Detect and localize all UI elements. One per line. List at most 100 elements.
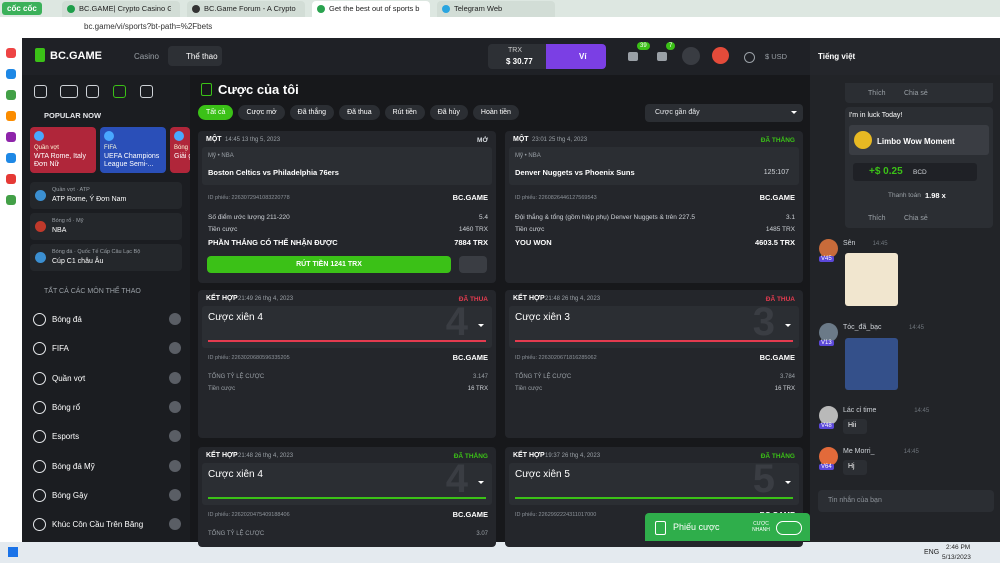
browser-tab[interactable]: BC.Game Forum - A Cryptoc <box>187 1 305 17</box>
user-avatar <box>819 406 838 425</box>
sport-name[interactable]: Bóng đá Mỹ <box>52 461 95 471</box>
nav-bg <box>168 46 222 66</box>
nav-icon[interactable] <box>113 85 126 98</box>
user-avatar <box>819 239 838 258</box>
url[interactable]: bc.game/vi/sports?bt-path=%2Fbets <box>84 22 213 31</box>
share-button[interactable] <box>459 256 487 273</box>
league-item[interactable]: Bóng đá · Quốc Tế Cấp Câu Lạc Bộ Cúp C1 c… <box>30 244 182 271</box>
sport-name[interactable]: Khúc Côn Cầu Trên Băng <box>52 520 144 530</box>
browser-app-icon[interactable] <box>6 153 16 163</box>
odds: 3.1 <box>785 214 795 221</box>
expand[interactable] <box>169 313 181 325</box>
popular-card[interactable]: Bóng Giải gia <box>170 127 190 173</box>
fiat[interactable]: $ USD <box>765 52 788 61</box>
sport-name[interactable]: Bóng Gậy <box>52 490 88 500</box>
expand[interactable] <box>169 430 181 443</box>
total-label: TỔNG TỶ LỆ CƯỢC <box>208 531 265 537</box>
filter-tab[interactable]: Đã thắng <box>289 105 335 120</box>
browser-app-icon[interactable] <box>6 132 16 142</box>
bet-time: 21:48 26 thg 4, 2023 <box>545 296 601 302</box>
user-name[interactable]: Lác cỉ time <box>843 407 877 414</box>
sport-icon <box>33 313 46 326</box>
wallet-button[interactable]: Ví <box>546 44 606 69</box>
expand[interactable] <box>169 518 181 531</box>
sort-dropdown[interactable]: Cược gần đây <box>645 104 803 122</box>
combo-bar <box>208 340 486 342</box>
filter-tab[interactable]: Hoàn tiền <box>472 105 519 120</box>
browser-app-icon[interactable] <box>6 111 16 121</box>
sport-name[interactable]: FIFA <box>52 344 69 354</box>
cashout-button[interactable]: RÚT TIỀN 1241 TRX <box>207 256 451 273</box>
user-name[interactable]: Tóc_đã_bạc <box>843 324 882 331</box>
browser-app-icon[interactable] <box>6 90 16 100</box>
filter-tab[interactable]: Cược mở <box>238 105 285 120</box>
sport-name[interactable]: Esports <box>52 432 80 442</box>
nav-icon[interactable] <box>60 85 78 98</box>
share[interactable]: Chia sẻ <box>904 215 928 222</box>
tab-icon <box>317 5 325 13</box>
nav-link[interactable]: Thể thao <box>186 52 218 61</box>
expand[interactable] <box>169 459 181 472</box>
browser-app-icon[interactable] <box>6 195 16 205</box>
browser-app-icon[interactable] <box>6 174 16 184</box>
tab-title: BC.GAME| Crypto Casino Ga <box>79 4 171 13</box>
expand[interactable] <box>169 488 181 501</box>
like[interactable]: Thích <box>868 90 886 97</box>
expand[interactable] <box>169 400 181 413</box>
filter-tab[interactable]: Đã thua <box>339 105 380 120</box>
avatar <box>712 47 729 64</box>
header-icon[interactable] <box>657 52 667 61</box>
bet-time: 14:45 13 thg 5, 2023 <box>225 137 281 143</box>
sport-name[interactable]: Bóng rổ <box>52 402 81 412</box>
nav-link[interactable]: Casino <box>134 52 159 61</box>
match-panel <box>509 147 799 185</box>
balance-bg <box>488 44 546 69</box>
user-name[interactable]: Sên <box>843 240 856 247</box>
share[interactable]: Chia sẻ <box>904 90 928 97</box>
quick-toggle[interactable] <box>776 521 802 535</box>
filter-tab[interactable]: Tất cả <box>198 105 234 120</box>
browser-app-icon[interactable] <box>6 69 16 79</box>
nav-icon[interactable] <box>140 85 153 98</box>
globe[interactable] <box>744 52 755 63</box>
page-icon <box>201 83 212 96</box>
popular-title: POPULAR NOW <box>44 111 102 120</box>
league-item[interactable]: Quần vợt · ATP ATP Rome, Ý Đơn Nam <box>30 182 182 209</box>
sport-name[interactable]: Bóng đá <box>52 315 82 324</box>
browser-tab[interactable]: Telegram Web <box>437 1 555 17</box>
score: 125:107 <box>763 169 789 176</box>
browser-tab[interactable]: BC.GAME| Crypto Casino Ga <box>62 1 180 17</box>
like[interactable]: Thích <box>868 215 886 222</box>
level: V13 <box>819 340 834 346</box>
page-title: Cược của tôi <box>218 82 299 97</box>
browser-tab[interactable]: Get the best out of sports b <box>312 1 430 17</box>
filter-tab[interactable]: Rút tiền <box>384 105 425 120</box>
popular-card[interactable]: Quần vợt WTA Rome, Italy Đơn Nữ <box>30 127 96 173</box>
user-name[interactable]: Me Morri_ <box>843 448 875 455</box>
bet-time: 19:37 26 thg 4, 2023 <box>545 453 601 459</box>
level: V45 <box>819 256 834 262</box>
sport-name[interactable]: Quần vợt <box>52 373 86 383</box>
browser-app-icon[interactable] <box>6 48 16 58</box>
betslip-button[interactable]: Phiếu cược CƯỢC NHANH <box>645 513 810 541</box>
sport-icon <box>33 342 46 356</box>
league-item[interactable]: Bóng rổ · Mỹ NBA <box>30 213 182 240</box>
stake: 1460 TRX <box>458 226 488 233</box>
language[interactable]: Tiếng việt <box>818 52 856 61</box>
selection: Số điểm ước lượng 211-220 <box>208 214 290 221</box>
chat-toggle[interactable] <box>682 47 700 65</box>
nav-icon[interactable] <box>86 85 99 98</box>
bet-status: ĐÃ THẮNG <box>760 137 795 144</box>
popular-card[interactable]: FIFA UEFA Champions League Semi-... <box>100 127 166 173</box>
combo-arrow <box>478 481 484 487</box>
expand[interactable] <box>169 342 181 355</box>
combo-count: 3 <box>752 300 775 344</box>
expand[interactable] <box>169 371 181 384</box>
total: 3.07 <box>476 531 488 537</box>
nav-icon[interactable] <box>34 85 47 98</box>
header-icon[interactable] <box>628 52 638 61</box>
filter-tab[interactable]: Đã hủy <box>429 105 468 120</box>
level: V48 <box>819 423 834 429</box>
chat-input[interactable]: Tin nhắn của bạn <box>818 490 994 512</box>
stake-label: Tiền cược <box>208 226 238 233</box>
